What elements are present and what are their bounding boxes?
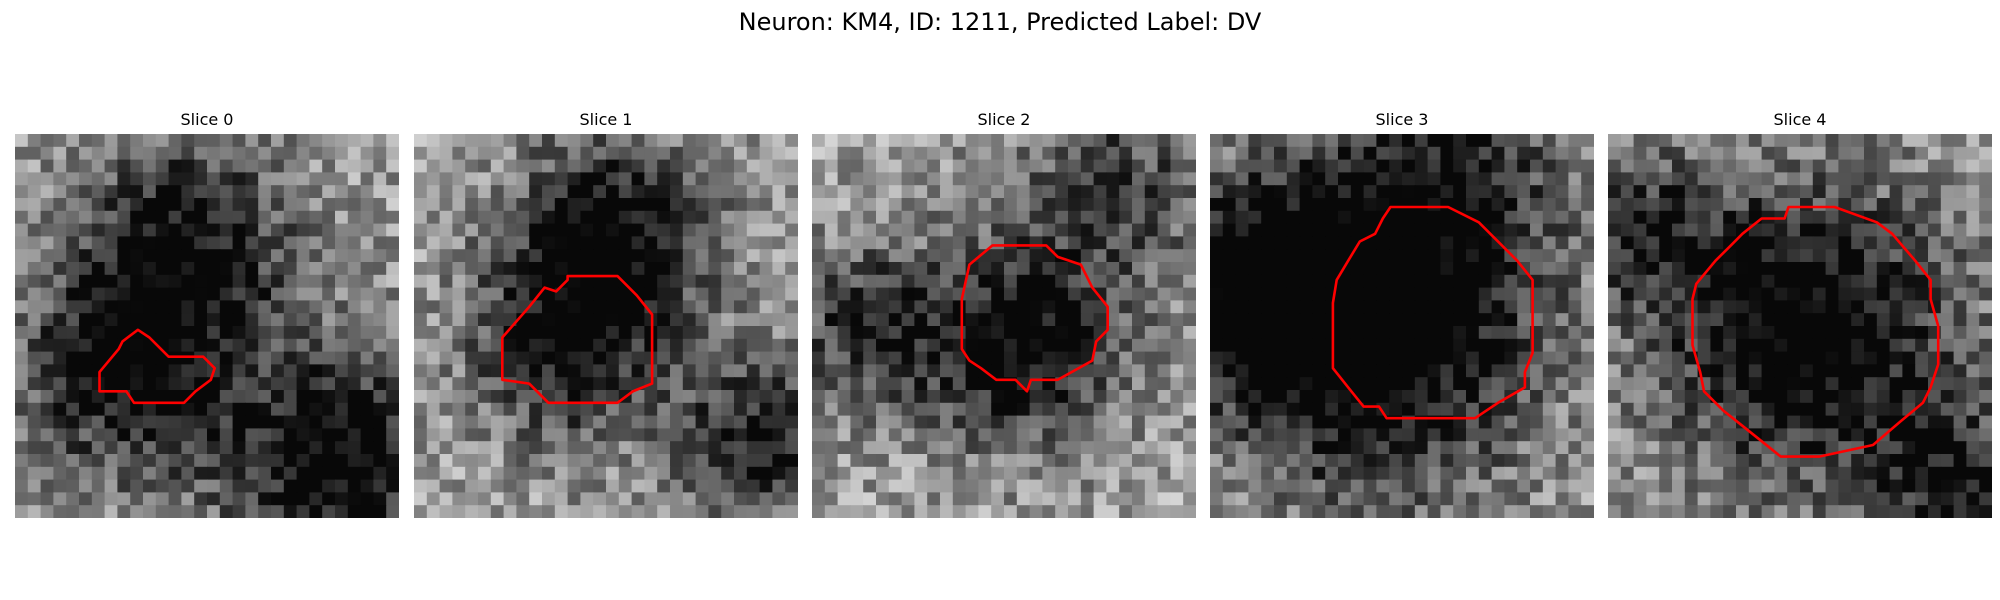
roi-outline bbox=[1691, 205, 1940, 458]
roi-outline bbox=[98, 328, 216, 405]
panel-slice-3: Slice 3 bbox=[1210, 108, 1594, 518]
microscopy-image bbox=[812, 134, 1196, 518]
microscopy-image bbox=[1210, 134, 1594, 518]
panel-slice-2: Slice 2 bbox=[812, 108, 1196, 518]
figure-title: Neuron: KM4, ID: 1211, Predicted Label: … bbox=[738, 8, 1262, 36]
panel-title: Slice 1 bbox=[579, 110, 633, 129]
slice-image-svg bbox=[1608, 134, 1992, 518]
panel-title: Slice 0 bbox=[180, 110, 234, 129]
slice-image-svg bbox=[1210, 134, 1594, 518]
panel-slice-4: Slice 4 bbox=[1608, 108, 1992, 518]
roi-outline bbox=[960, 244, 1110, 393]
panel-title: Slice 4 bbox=[1773, 110, 1827, 129]
panel-title: Slice 2 bbox=[977, 110, 1031, 129]
panel-slice-1: Slice 1 bbox=[414, 108, 798, 518]
roi-outline bbox=[1331, 205, 1534, 420]
microscopy-image bbox=[15, 134, 399, 518]
panel-slice-0: Slice 0 bbox=[15, 108, 399, 518]
microscopy-image bbox=[1608, 134, 1992, 518]
slice-image-svg bbox=[414, 134, 798, 518]
microscopy-image bbox=[414, 134, 798, 518]
roi-outline bbox=[501, 274, 654, 405]
slice-image-svg bbox=[15, 134, 399, 518]
panel-title: Slice 3 bbox=[1375, 110, 1429, 129]
slice-image-svg bbox=[812, 134, 1196, 518]
